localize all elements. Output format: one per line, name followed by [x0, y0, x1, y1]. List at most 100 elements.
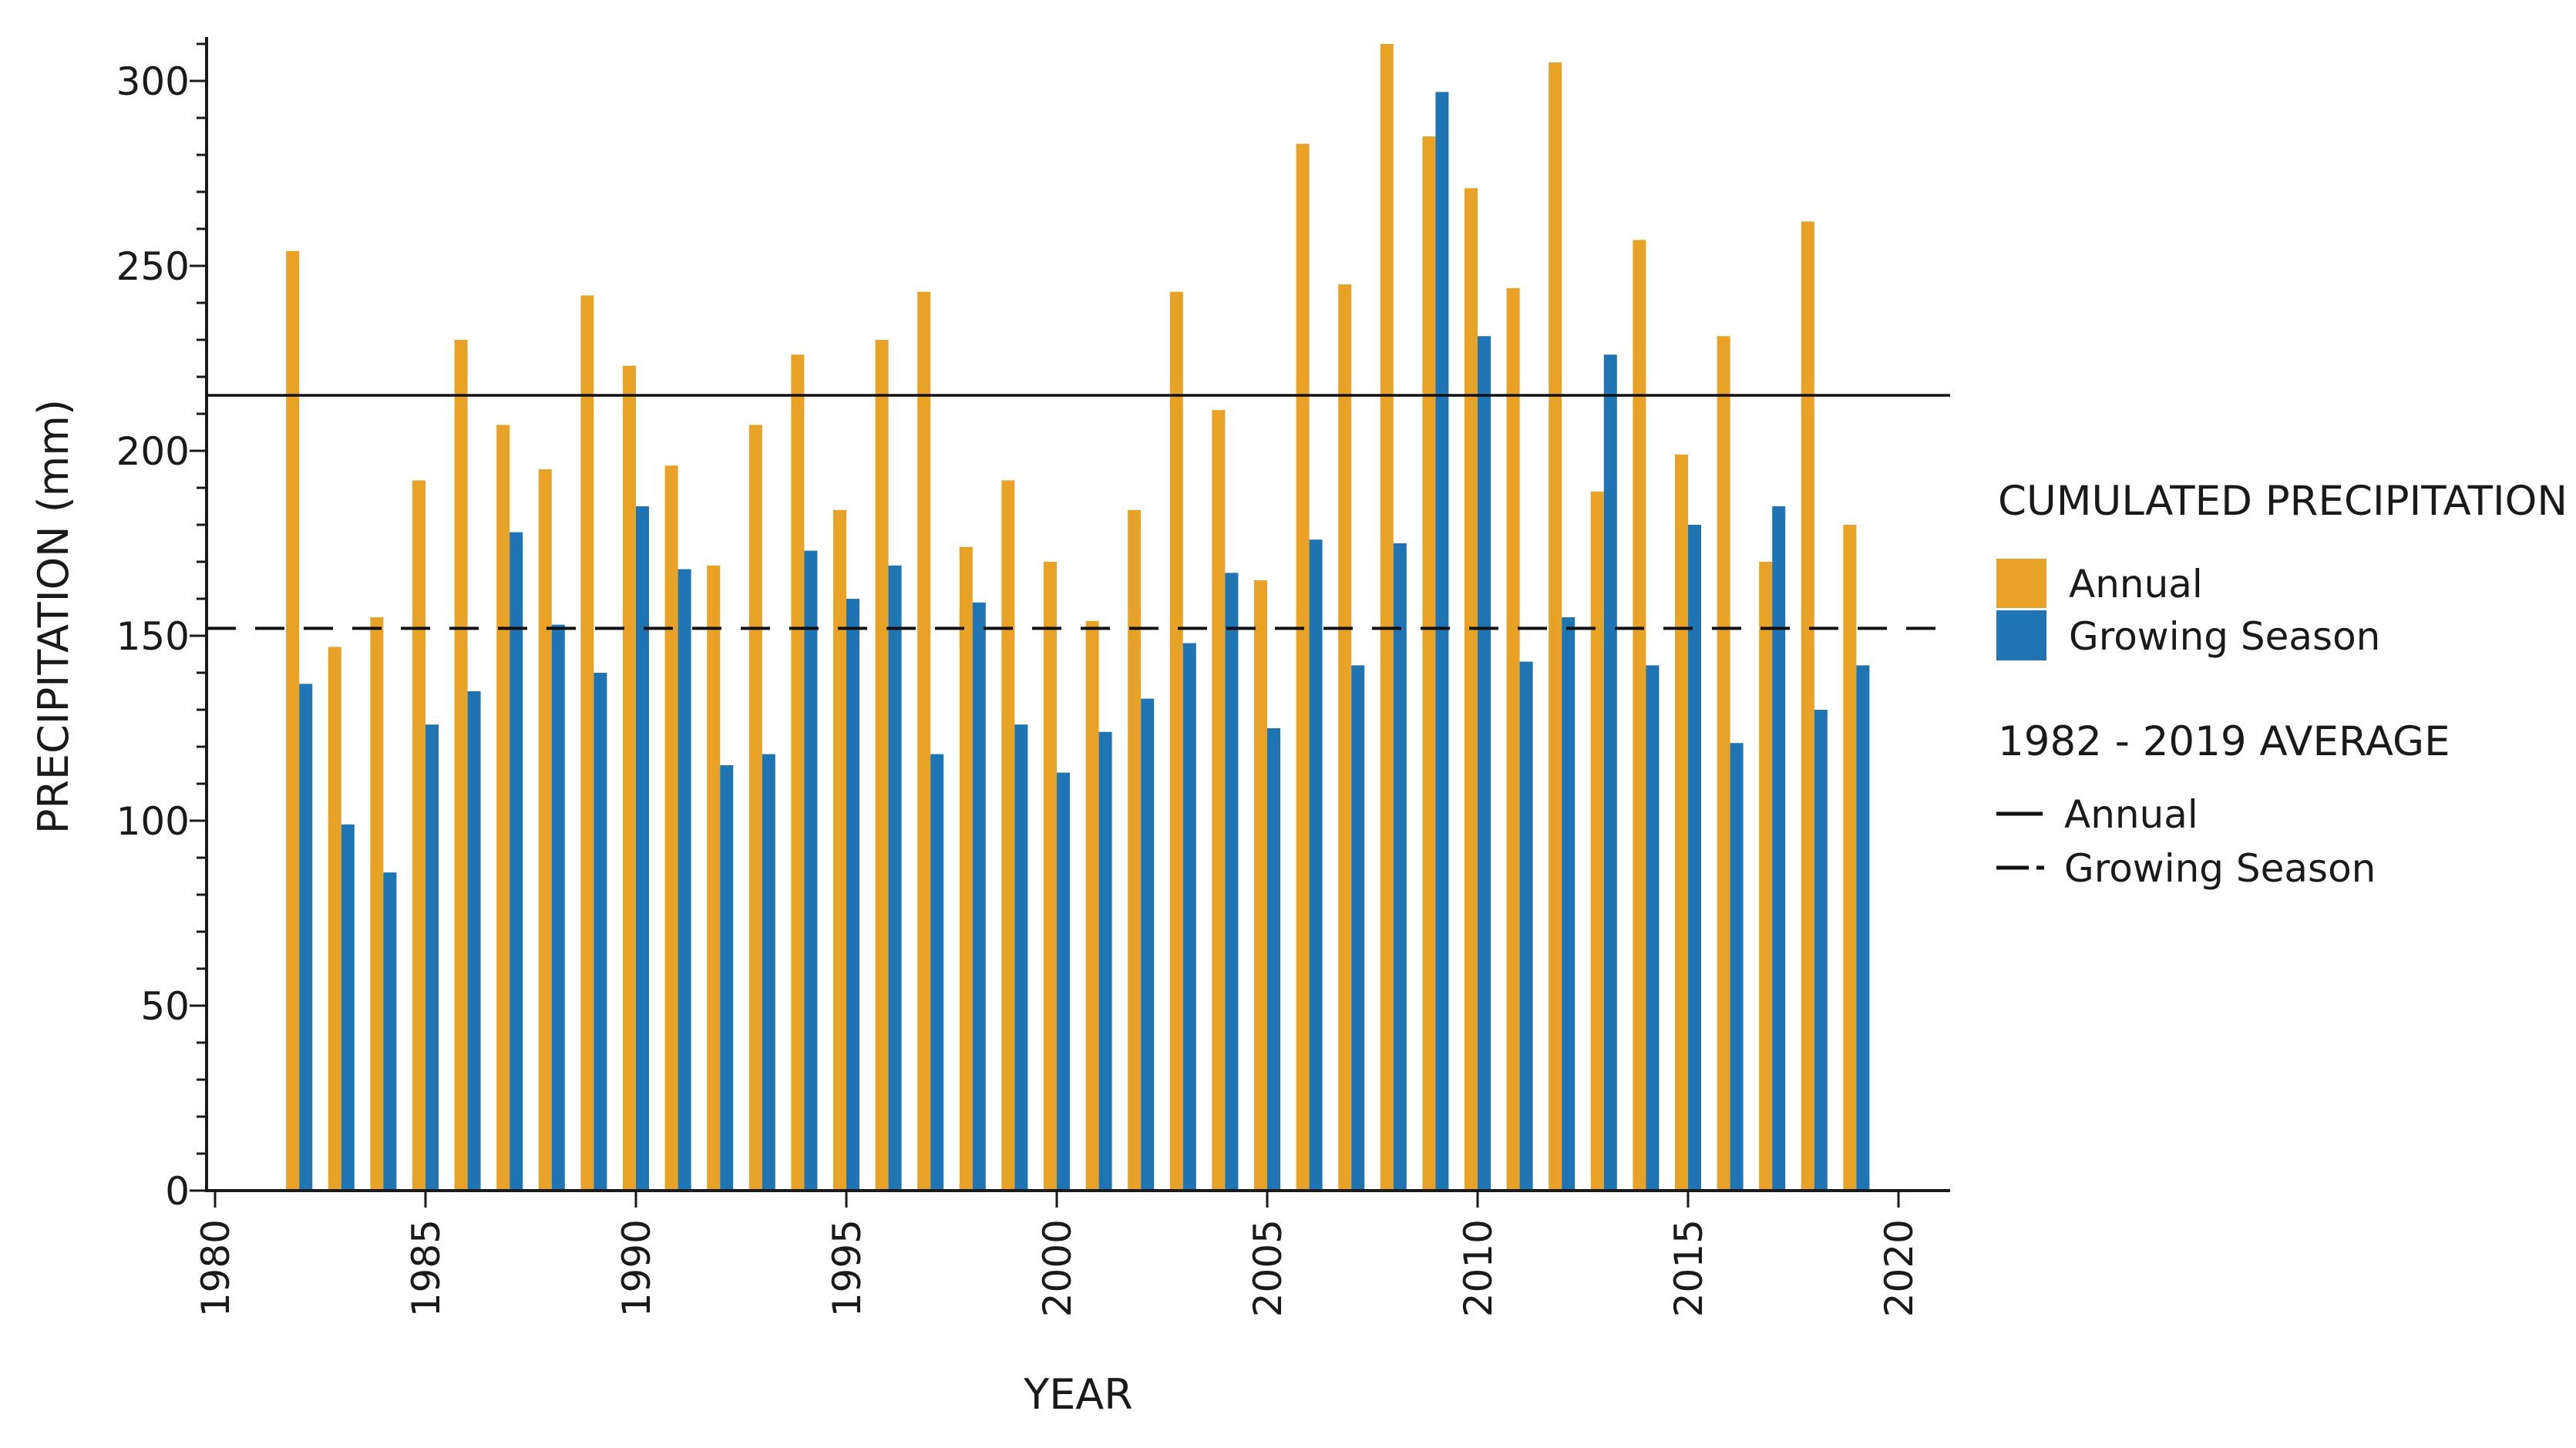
bar-growing-season-2014	[1646, 665, 1660, 1191]
bar-annual-2012	[1549, 62, 1562, 1191]
bar-annual-1987	[496, 425, 510, 1191]
legend-bars-title: CUMULATED PRECIPITATION	[1998, 478, 2568, 525]
y-tick-label: 250	[116, 244, 190, 289]
bar-annual-2013	[1590, 491, 1604, 1191]
bar-growing-season-1985	[425, 724, 439, 1191]
bar-annual-1985	[412, 480, 425, 1191]
x-axis-title: YEAR	[1023, 1370, 1133, 1419]
bar-annual-2014	[1633, 240, 1646, 1191]
bar-annual-1986	[454, 340, 468, 1191]
x-tick-label: 2010	[1456, 1219, 1501, 1317]
bar-growing-season-1986	[467, 691, 481, 1191]
bar-growing-season-1983	[341, 824, 355, 1191]
bar-annual-1988	[538, 469, 552, 1191]
bar-growing-season-2010	[1478, 336, 1491, 1191]
bar-annual-2006	[1296, 143, 1310, 1191]
bar-growing-season-2001	[1098, 731, 1112, 1191]
bar-annual-2017	[1759, 562, 1773, 1191]
bar-annual-2016	[1717, 336, 1730, 1191]
bar-annual-1998	[959, 546, 973, 1191]
y-tick-label: 200	[116, 429, 190, 474]
bar-annual-1982	[286, 250, 300, 1191]
bar-growing-season-2017	[1772, 506, 1786, 1191]
bar-annual-1983	[328, 647, 341, 1191]
bar-growing-season-1993	[762, 754, 775, 1191]
legend-average-title: 1982 - 2019 AVERAGE	[1998, 718, 2450, 765]
bar-annual-2007	[1338, 284, 1352, 1191]
bar-growing-season-1989	[594, 673, 607, 1191]
legend-growing-season-label: Growing Season	[2069, 614, 2380, 659]
legend-avg-growing-season-label: Growing Season	[2064, 846, 2376, 891]
legend: CUMULATED PRECIPITATION Annual Growing S…	[1996, 478, 2568, 891]
y-axis-title: PRECIPITATION (mm)	[29, 399, 78, 834]
bar-growing-season-1994	[804, 550, 818, 1191]
axes-layer	[190, 37, 1950, 1208]
y-tick-label: 300	[116, 59, 190, 104]
bar-annual-1992	[707, 565, 721, 1191]
bar-growing-season-2006	[1309, 539, 1323, 1191]
x-tick-label: 1990	[614, 1219, 659, 1317]
tick-labels-layer: 0 50 100 150 200 250 300 1980 1985 1990 1995 2000 20…	[116, 59, 1922, 1317]
x-tick-label: 2005	[1246, 1219, 1290, 1317]
bar-growing-season-2004	[1225, 573, 1239, 1191]
bar-annual-1984	[370, 617, 384, 1191]
y-tick-label: 150	[116, 614, 190, 659]
bar-annual-2008	[1380, 44, 1394, 1191]
x-tick-label: 1980	[193, 1219, 238, 1317]
bar-annual-2004	[1212, 410, 1226, 1191]
bar-annual-1994	[791, 354, 805, 1191]
y-tick-label: 100	[116, 799, 190, 844]
legend-annual-label: Annual	[2069, 562, 2203, 606]
bar-growing-season-2018	[1814, 710, 1828, 1191]
bar-annual-2018	[1801, 221, 1814, 1191]
bar-growing-season-2016	[1730, 743, 1744, 1191]
x-tick-label: 1995	[825, 1219, 869, 1317]
bar-growing-season-1992	[720, 765, 734, 1191]
bar-annual-2005	[1254, 580, 1267, 1191]
bar-growing-season-1990	[636, 506, 649, 1191]
bar-growing-season-1991	[678, 569, 691, 1191]
bar-annual-1990	[623, 365, 636, 1191]
bar-growing-season-2007	[1351, 665, 1365, 1191]
x-tick-label: 2000	[1035, 1219, 1080, 1317]
bar-annual-2015	[1675, 454, 1688, 1191]
bar-growing-season-1984	[383, 872, 397, 1191]
bar-annual-2019	[1843, 525, 1857, 1191]
bar-growing-season-1995	[846, 599, 859, 1191]
x-tick-label: 2015	[1666, 1219, 1711, 1317]
legend-annual-swatch	[1996, 559, 2046, 608]
bar-annual-1996	[875, 340, 889, 1191]
bar-annual-2002	[1128, 509, 1142, 1191]
bar-growing-season-2005	[1267, 728, 1280, 1191]
bar-annual-1993	[748, 425, 762, 1191]
bar-growing-season-1998	[972, 602, 986, 1191]
legend-growing-season-swatch	[1996, 610, 2046, 660]
x-tick-label: 2020	[1877, 1219, 1922, 1317]
y-tick-label: 50	[140, 984, 190, 1029]
bar-annual-1995	[833, 509, 846, 1191]
bar-growing-season-2019	[1856, 665, 1870, 1191]
bar-growing-season-1987	[509, 532, 523, 1191]
bar-growing-season-1999	[1014, 724, 1028, 1191]
bar-annual-1999	[1001, 480, 1015, 1191]
y-tick-label: 0	[165, 1169, 190, 1214]
bar-annual-2001	[1085, 620, 1099, 1191]
bar-annual-2009	[1422, 136, 1436, 1191]
bar-annual-2003	[1169, 291, 1183, 1191]
bar-growing-season-2013	[1603, 354, 1617, 1191]
bar-growing-season-2011	[1519, 661, 1533, 1191]
bar-growing-season-1996	[888, 565, 902, 1191]
bar-growing-season-2003	[1182, 643, 1196, 1191]
bar-growing-season-2002	[1141, 698, 1155, 1191]
x-tick-label: 1985	[404, 1219, 449, 1317]
bar-annual-2011	[1506, 287, 1520, 1191]
bar-growing-season-1997	[930, 754, 944, 1191]
bar-annual-1991	[664, 465, 678, 1191]
bar-growing-season-2000	[1057, 772, 1070, 1191]
bar-growing-season-1982	[299, 684, 313, 1191]
bar-annual-2010	[1465, 188, 1478, 1191]
bar-growing-season-2009	[1435, 92, 1449, 1191]
average-lines-layer	[207, 394, 1950, 630]
